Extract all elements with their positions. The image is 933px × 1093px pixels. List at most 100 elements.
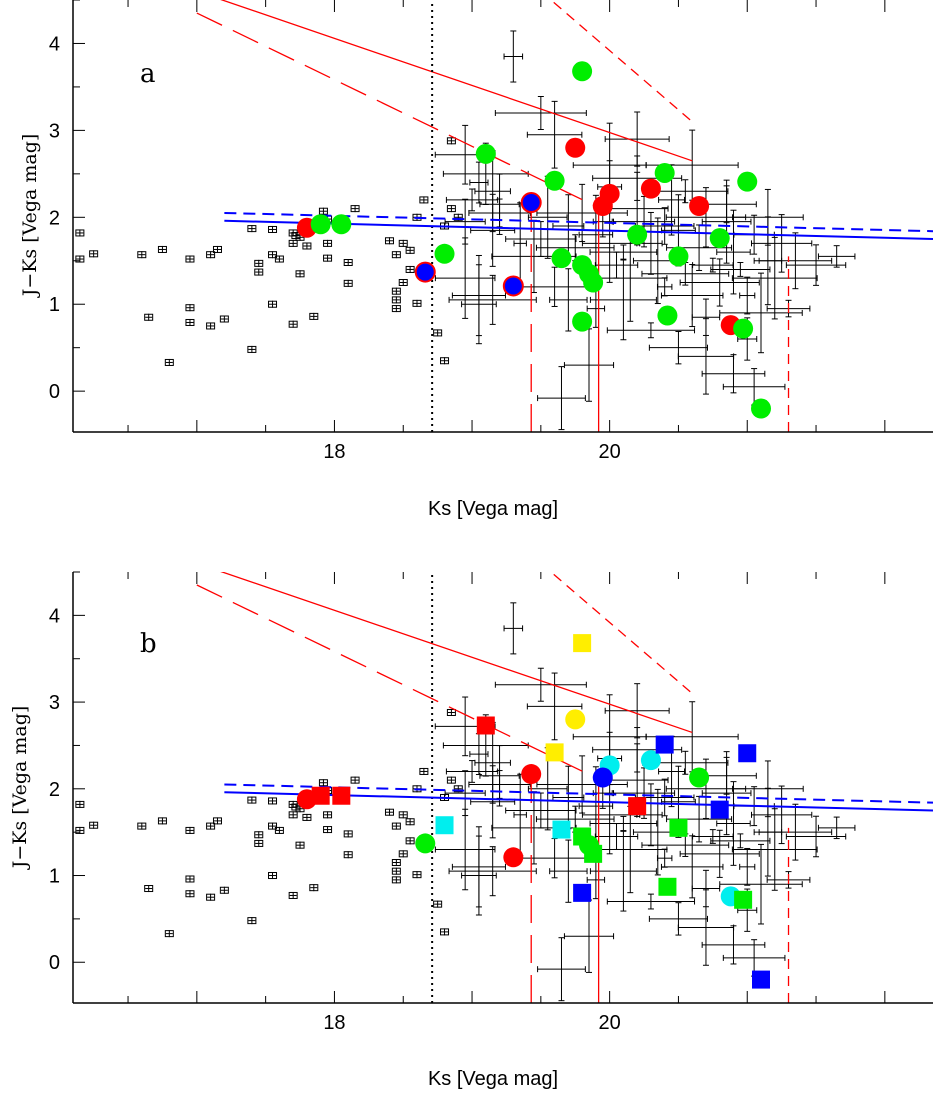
background-point: [391, 287, 401, 295]
background-point: [318, 207, 328, 215]
circle-marker: [668, 246, 689, 267]
square-marker: [573, 883, 592, 902]
point-box: [288, 320, 298, 328]
background-point: [219, 886, 229, 894]
point-box: [433, 900, 443, 908]
background-point: [323, 254, 333, 262]
square-marker: [738, 744, 757, 763]
circle-marker: [572, 311, 593, 332]
background-point: [552, 194, 585, 258]
point-box: [164, 358, 174, 366]
circle-marker: [627, 224, 648, 245]
background-point: [446, 708, 456, 716]
background-point: [526, 672, 583, 741]
point-box: [343, 830, 353, 838]
background-point: [461, 835, 497, 916]
background-point: [219, 315, 229, 323]
markers: [296, 61, 771, 419]
point-box: [419, 767, 429, 775]
long-dash-line: [196, 12, 610, 214]
background-point: [212, 245, 222, 253]
background-point: [503, 602, 524, 655]
point-box: [254, 259, 264, 267]
background-point: [206, 251, 216, 259]
background-point: [343, 279, 353, 287]
background-point: [350, 776, 360, 784]
background-point: [634, 207, 695, 245]
y-tick-label: 4: [49, 605, 60, 627]
background-point: [247, 796, 257, 804]
background-point: [739, 847, 756, 886]
point-box: [453, 785, 463, 793]
background-point: [268, 797, 278, 805]
background-point: [144, 885, 154, 893]
point-box: [446, 205, 456, 213]
background-point: [785, 244, 847, 286]
background-point: [440, 928, 450, 936]
background-point: [309, 312, 319, 320]
background-point: [295, 270, 305, 278]
background-point: [89, 250, 99, 258]
background-point: [719, 272, 803, 354]
point-box: [75, 229, 85, 237]
background-point: [391, 876, 401, 884]
background-point: [185, 890, 195, 898]
background-point: [817, 245, 856, 268]
point-box: [268, 797, 278, 805]
background-point: [469, 733, 489, 776]
point-box: [405, 246, 415, 254]
background-point: [164, 358, 174, 366]
background-point: [268, 300, 278, 308]
x-tick-label: 18: [323, 1012, 345, 1034]
background-point: [391, 305, 401, 313]
point-box: [185, 318, 195, 326]
short-dash-line: [549, 0, 693, 123]
background-point: [448, 274, 537, 325]
point-box: [398, 850, 408, 858]
circle-marker: [583, 272, 604, 293]
panel-label: a: [140, 59, 156, 89]
background-point: [254, 839, 264, 847]
square-marker: [655, 735, 674, 754]
panel-b: 18 20 0 1 2 3 4 b Ks [Vega mag] J−Ks [Vega mag…: [9, 571, 933, 1090]
square-marker: [658, 877, 677, 896]
background-point: [288, 811, 298, 819]
background-point: [89, 821, 99, 829]
background-point: [434, 237, 496, 319]
background-point: [732, 760, 804, 818]
background-point: [731, 236, 818, 320]
point-box: [157, 817, 167, 825]
y-tick-label: 2: [49, 779, 60, 801]
point-box: [288, 891, 298, 899]
background-point: [589, 815, 658, 832]
point-box: [75, 255, 85, 263]
background-point: [461, 264, 497, 345]
background-point: [434, 808, 496, 891]
point-box: [323, 826, 333, 834]
point-box: [398, 811, 408, 819]
background-point: [268, 872, 278, 880]
background-point: [606, 893, 696, 910]
background-point: [185, 826, 195, 834]
background-point: [384, 808, 394, 816]
background-point: [470, 765, 516, 839]
point-box: [268, 822, 278, 830]
background-point: [537, 937, 586, 1002]
background-point: [144, 313, 154, 321]
point-box: [185, 890, 195, 898]
point-box: [391, 867, 401, 875]
circle-marker: [310, 214, 331, 235]
circle-marker: [331, 214, 352, 235]
background-point: [398, 850, 408, 858]
background-point: [641, 833, 730, 857]
background-point: [589, 244, 658, 260]
background-point: [343, 830, 353, 838]
circle-marker: [592, 767, 613, 788]
point-box: [137, 251, 147, 259]
background-point: [391, 296, 401, 304]
point-box: [391, 305, 401, 313]
background-point: [419, 767, 429, 775]
background-point: [549, 268, 588, 332]
solid-line: [220, 0, 693, 162]
